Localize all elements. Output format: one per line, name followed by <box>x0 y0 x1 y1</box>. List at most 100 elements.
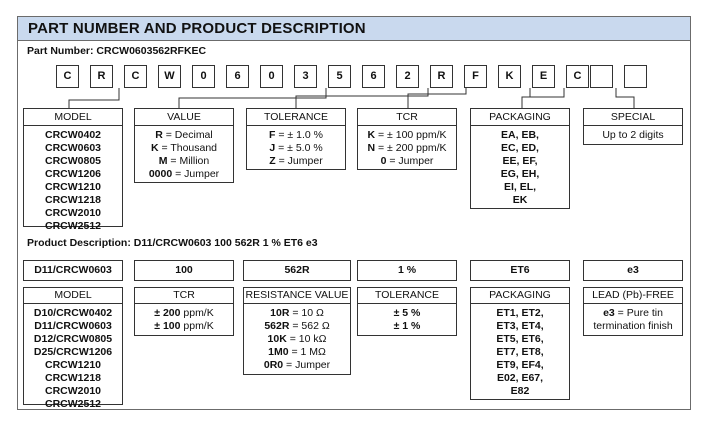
option-row: 1M0 = 1 MΩ <box>268 346 326 358</box>
option-row: EK <box>512 194 528 206</box>
option-row: ET3, ET4, <box>496 320 544 332</box>
char-box-10: 6 <box>362 65 385 88</box>
option-row: CRCW0603 <box>44 142 102 154</box>
bottom-resistance-header: RESISTANCE VALUE <box>243 287 351 304</box>
special-header: SPECIAL <box>583 108 683 127</box>
page-title: PART NUMBER AND PRODUCT DESCRIPTION <box>28 20 366 37</box>
char-box-7: 0 <box>260 65 283 88</box>
option-row: EI, EL, <box>503 181 537 193</box>
option-row: 0R0 = Jumper <box>263 359 331 371</box>
option-row: CRCW2010 <box>44 207 102 219</box>
option-row: D12/CRCW0805 <box>33 333 113 345</box>
option-row: N = ± 200 ppm/K <box>367 142 447 154</box>
bottom-lead-free-options: e3 = Pure tin termination finish <box>583 303 683 336</box>
desc-value-tolerance: 1 % <box>357 260 457 281</box>
option-row: D11/CRCW0603 <box>34 320 112 332</box>
option-row: EC, ED, <box>501 142 539 154</box>
option-row: e3 = Pure tin <box>603 307 663 319</box>
option-row: R = Decimal <box>155 129 213 141</box>
option-row: CRCW1218 <box>44 372 102 384</box>
option-row: E02, E67, <box>496 372 544 384</box>
bottom-tcr-header: TCR <box>134 287 234 304</box>
option-row: EG, EH, <box>500 168 540 180</box>
part-number-label: Part Number: CRCW0603562RFKEC <box>27 45 207 57</box>
option-row: ± 200 ppm/K <box>154 307 214 319</box>
char-box-13: F <box>464 65 487 88</box>
option-row: CRCW2010 <box>44 385 102 397</box>
desc-value-resistance: 562R <box>243 260 351 281</box>
option-row: M = Million <box>158 155 210 167</box>
tolerance-options: F = ± 1.0 % J = ± 5.0 % Z = Jumper <box>246 125 346 170</box>
special-options: Up to 2 digits <box>583 125 683 145</box>
option-row: E82 <box>510 385 530 397</box>
title-bar: PART NUMBER AND PRODUCT DESCRIPTION <box>17 16 691 41</box>
char-box-2: R <box>90 65 113 88</box>
option-row: EA, EB, <box>501 129 539 141</box>
option-row: termination finish <box>593 320 673 332</box>
char-box-3: C <box>124 65 147 88</box>
option-row: 10K = 10 kΩ <box>267 333 327 345</box>
desc-value-lead-free: e3 <box>583 260 683 281</box>
value-options: R = Decimal K = Thousand M = Million 000… <box>134 125 234 183</box>
char-box-12: R <box>430 65 453 88</box>
model-header: MODEL <box>23 108 123 127</box>
option-row: CRCW1218 <box>44 194 102 206</box>
bottom-tolerance-options: ± 5 % ± 1 % <box>357 303 457 336</box>
option-row: F = ± 1.0 % <box>269 129 323 141</box>
option-row: ± 100 ppm/K <box>154 320 214 332</box>
option-row: ET9, EF4, <box>496 359 544 371</box>
option-row: ET5, ET6, <box>496 333 544 345</box>
char-box-9: 5 <box>328 65 351 88</box>
option-row: J = ± 5.0 % <box>269 142 323 154</box>
char-box-4: W <box>158 65 181 88</box>
option-row: K = Thousand <box>150 142 218 154</box>
bottom-model-header: MODEL <box>23 287 123 304</box>
option-row: CRCW1206 <box>44 168 102 180</box>
option-row: 10R = 10 Ω <box>270 307 324 319</box>
char-box-8: 3 <box>294 65 317 88</box>
bottom-packaging-header: PACKAGING <box>470 287 570 304</box>
option-row: CRCW2512 <box>44 398 102 410</box>
option-row: EE, EF, <box>502 155 538 167</box>
option-row: ± 1 % <box>393 320 421 332</box>
product-description-label: Product Description: D11/CRCW0603 100 56… <box>27 237 318 249</box>
tcr-options: K = ± 100 ppm/K N = ± 200 ppm/K 0 = Jump… <box>357 125 457 170</box>
char-box-18 <box>624 65 647 88</box>
bottom-model-options: D10/CRCW0402 D11/CRCW0603 D12/CRCW0805 D… <box>23 303 123 410</box>
option-row: 562R = 562 Ω <box>264 320 330 332</box>
desc-value-tcr: 100 <box>134 260 234 281</box>
char-box-6: 6 <box>226 65 249 88</box>
bottom-packaging-options: ET1, ET2, ET3, ET4, ET5, ET6, ET7, ET8, … <box>470 303 570 400</box>
char-box-15: E <box>532 65 555 88</box>
option-row: D10/CRCW0402 <box>33 307 113 319</box>
bottom-resistance-options: 10R = 10 Ω 562R = 562 Ω 10K = 10 kΩ 1M0 … <box>243 303 351 375</box>
option-row: Up to 2 digits <box>602 129 664 141</box>
option-row: CRCW1210 <box>44 359 102 371</box>
option-row: K = ± 100 ppm/K <box>367 129 447 141</box>
char-box-14: K <box>498 65 521 88</box>
desc-value-packaging: ET6 <box>470 260 570 281</box>
packaging-options: EA, EB, EC, ED, EE, EF, EG, EH, EI, EL, … <box>470 125 570 209</box>
model-options: CRCW0402 CRCW0603 CRCW0805 CRCW1206 CRCW… <box>23 125 123 232</box>
option-row: CRCW1210 <box>44 181 102 193</box>
char-box-16: C <box>566 65 589 88</box>
option-row: 0000 = Jumper <box>148 168 220 180</box>
option-row: CRCW0402 <box>44 129 102 141</box>
bottom-lead-free-header: LEAD (Pb)-FREE <box>583 287 683 304</box>
bottom-tcr-options: ± 200 ppm/K ± 100 ppm/K <box>134 303 234 336</box>
desc-value-model: D11/CRCW0603 <box>23 260 123 281</box>
tolerance-header: TOLERANCE <box>246 108 346 127</box>
char-box-1: C <box>56 65 79 88</box>
option-row: 0 = Jumper <box>380 155 434 167</box>
option-row: CRCW0805 <box>44 155 102 167</box>
option-row: D25/CRCW1206 <box>33 346 113 358</box>
bottom-tolerance-header: TOLERANCE <box>357 287 457 304</box>
option-row: ± 5 % <box>393 307 421 319</box>
char-box-17 <box>590 65 613 88</box>
option-row: CRCW2512 <box>44 220 102 232</box>
option-row: ET1, ET2, <box>496 307 544 319</box>
option-row: Z = Jumper <box>269 155 323 167</box>
char-box-11: 2 <box>396 65 419 88</box>
char-box-5: 0 <box>192 65 215 88</box>
